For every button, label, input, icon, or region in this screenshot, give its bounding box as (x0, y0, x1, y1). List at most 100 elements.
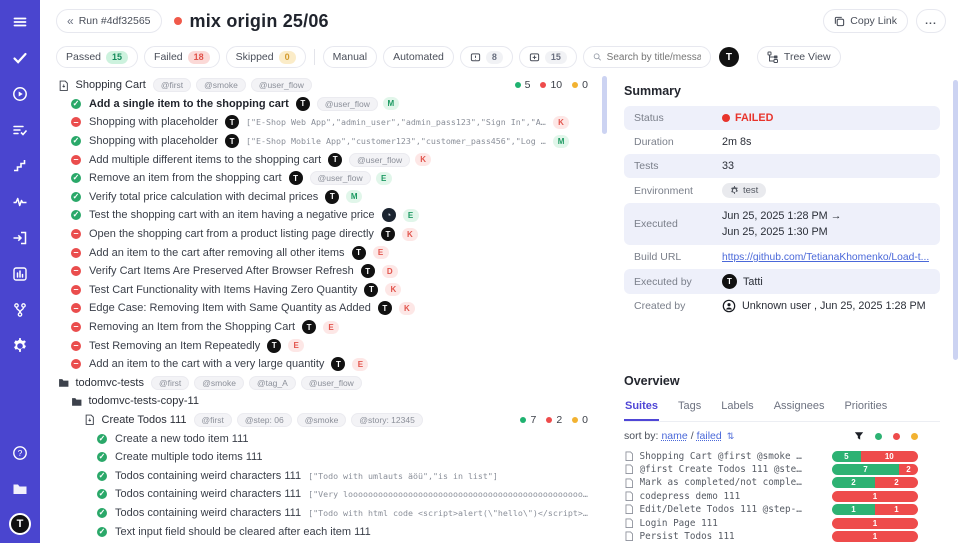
test-row[interactable]: Todos containing weird characters 111 ["T… (46, 466, 598, 485)
tab-assignees[interactable]: Assignees (773, 400, 825, 413)
test-row[interactable]: Add multiple different items to the shop… (46, 150, 598, 169)
tag-badge[interactable]: @first (150, 375, 190, 390)
failed-filter-dot[interactable] (893, 432, 900, 440)
tag-badge[interactable]: @user_flow (309, 171, 371, 186)
panel-scrollbar[interactable] (953, 80, 958, 360)
assignee-avatar[interactable]: T (288, 171, 303, 186)
tag-badge[interactable]: @smoke (196, 78, 246, 93)
assignee-avatar[interactable]: T (360, 264, 375, 279)
suite-stat-row[interactable]: Shopping Cart @first @smoke … 5 10 (624, 449, 940, 462)
environment-badge[interactable]: test (722, 183, 767, 198)
tab-tags[interactable]: Tags (678, 400, 702, 413)
tag-badge[interactable]: @step: 06 (236, 412, 292, 427)
suite-row[interactable]: Create Todos 111 @first @step: 06 @smoke @st… (46, 411, 598, 430)
assignee-avatar[interactable]: T (225, 115, 240, 130)
copy-link-button[interactable]: Copy Link (823, 9, 908, 33)
tag-badge[interactable]: @user_flow (349, 152, 411, 167)
test-row[interactable]: Todos containing weird characters 111 ["T… (46, 504, 598, 523)
filter-comments[interactable]: 8 (459, 46, 513, 68)
filter-skipped[interactable]: Skipped 0 (225, 46, 306, 68)
test-row[interactable]: Test Cart Functionality with Items Havin… (46, 281, 598, 300)
priority-badge[interactable]: E (352, 357, 369, 371)
report-icon[interactable] (8, 262, 32, 286)
assignee-avatar[interactable]: T (380, 227, 395, 242)
priority-badge[interactable]: K (385, 283, 402, 297)
assignee-avatar[interactable]: T (302, 320, 317, 335)
test-row[interactable]: Add a single item to the shopping cart T @… (46, 95, 598, 114)
assignee-avatar[interactable]: T (364, 282, 379, 297)
test-row[interactable]: Test Removing an Item Repeatedly TE (46, 336, 598, 355)
passed-filter-dot[interactable] (875, 432, 882, 440)
build-url-link[interactable]: https://github.com/TetianaKhomenko/Load-… (722, 251, 930, 263)
filter-funnel-icon[interactable] (854, 431, 864, 441)
test-row[interactable]: Create multiple todo items 111 (46, 448, 598, 467)
test-row[interactable]: Verify total price calculation with deci… (46, 188, 598, 207)
test-row[interactable]: Shopping with placeholder T ["E-Shop Mobil… (46, 132, 598, 151)
priority-badge[interactable]: M (553, 134, 570, 148)
tag-badge[interactable]: @user_flow (250, 78, 312, 93)
tag-badge[interactable]: @tag_A (248, 375, 296, 390)
priority-badge[interactable]: E (323, 320, 340, 334)
priority-badge[interactable]: K (553, 115, 570, 129)
tag-badge[interactable]: @story: 12345 (351, 412, 423, 427)
sort-name-link[interactable]: name (661, 430, 688, 443)
folder-row[interactable]: todomvc-tests-copy-11 (46, 392, 598, 411)
test-row[interactable]: Text input field should be cleared after… (46, 522, 598, 541)
suite-stat-row[interactable]: codepress demo 111 1 (624, 490, 940, 503)
filter-attachments[interactable]: 15 (518, 46, 577, 68)
assignee-avatar[interactable]: T (351, 245, 366, 260)
tag-badge[interactable]: @smoke (296, 412, 347, 427)
test-row[interactable]: Test the shopping cart with an item havi… (46, 206, 598, 225)
sidebar-user-avatar[interactable]: T (9, 513, 31, 535)
help-icon[interactable]: ? (8, 441, 32, 465)
gear-icon[interactable] (8, 334, 32, 358)
branch-icon[interactable] (8, 298, 32, 322)
test-row[interactable]: Create a new todo item 111 (46, 429, 598, 448)
tab-suites[interactable]: Suites (624, 398, 660, 422)
test-row[interactable]: Shopping with placeholder T ["E-Shop Web A… (46, 113, 598, 132)
tab-priorities[interactable]: Priorities (844, 400, 888, 413)
assignee-avatar[interactable]: ◔ (381, 208, 396, 223)
sort-failed-link[interactable]: failed (696, 430, 722, 443)
suite-stat-row[interactable]: @first Create Todos 111 @ste… 7 2 (624, 463, 940, 476)
tree-scrollbar[interactable] (602, 76, 607, 134)
assignee-avatar[interactable]: T (331, 357, 346, 372)
filter-passed[interactable]: Passed 15 (56, 46, 139, 68)
run-id-button[interactable]: « Run #4df32565 (56, 9, 162, 33)
more-options-button[interactable]: ... (916, 9, 946, 33)
assignee-avatar[interactable]: T (267, 338, 282, 353)
priority-badge[interactable]: M (382, 97, 399, 111)
filter-manual[interactable]: Manual (322, 46, 378, 68)
suite-stat-row[interactable]: Login Page 111 1 (624, 516, 940, 529)
search-box[interactable] (582, 46, 711, 68)
list-check-icon[interactable] (8, 118, 32, 142)
tree-view-toggle[interactable]: Tree View (756, 46, 841, 68)
assignee-avatar[interactable]: T (325, 189, 340, 204)
priority-badge[interactable]: E (375, 171, 392, 185)
test-row[interactable]: Add an item to the cart with a very larg… (46, 355, 598, 374)
test-row[interactable]: Open the shopping cart from a product li… (46, 225, 598, 244)
test-row[interactable]: Removing an Item from the Shopping Cart T… (46, 318, 598, 337)
test-row[interactable]: Edge Case: Removing Item with Same Quant… (46, 299, 598, 318)
assignee-avatar[interactable]: T (328, 152, 343, 167)
pulse-icon[interactable] (8, 190, 32, 214)
tag-badge[interactable]: @smoke (194, 375, 244, 390)
tag-badge[interactable]: @first (152, 78, 192, 93)
skipped-filter-dot[interactable] (911, 432, 918, 440)
menu-icon[interactable] (8, 10, 32, 34)
steps-icon[interactable] (8, 154, 32, 178)
suite-stat-row[interactable]: Mark as completed/not comple… 2 2 (624, 476, 940, 489)
search-input[interactable] (606, 51, 701, 63)
priority-badge[interactable]: E (372, 246, 389, 260)
test-row[interactable]: Todos containing weird characters 111 ["V… (46, 485, 598, 504)
folder-row[interactable]: todomvc-tests @first @smoke @tag_A @user_flo… (46, 374, 598, 393)
executor-avatar[interactable]: T (722, 274, 737, 290)
test-row[interactable]: Verify Cart Items Are Preserved After Br… (46, 262, 598, 281)
tag-badge[interactable]: @user_flow (316, 96, 378, 111)
suite-row[interactable]: Shopping Cart @first @smoke @user_flow 5 10 0 (46, 76, 598, 95)
priority-badge[interactable]: K (398, 301, 415, 315)
sign-in-icon[interactable] (8, 226, 32, 250)
play-circle-icon[interactable] (8, 82, 32, 106)
sort-direction-icon[interactable]: ⇅ (726, 430, 735, 441)
priority-badge[interactable]: K (415, 153, 432, 167)
